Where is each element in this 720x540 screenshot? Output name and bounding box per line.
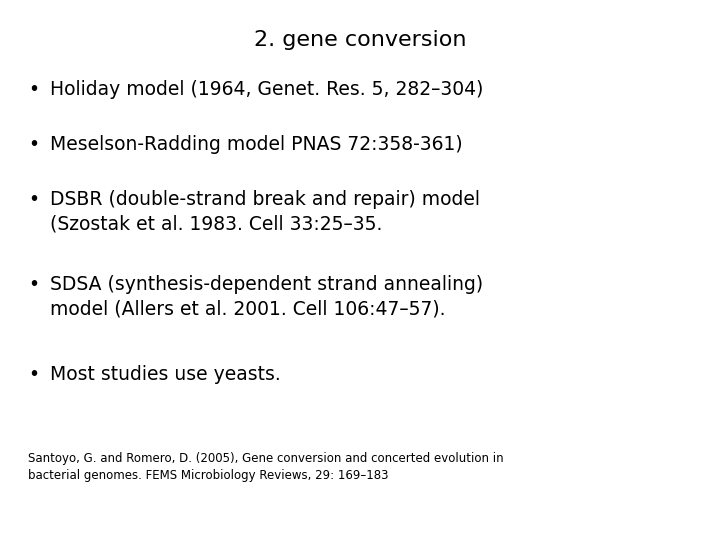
Text: •: • <box>28 275 39 294</box>
Text: SDSA (synthesis-dependent strand annealing)
model (Allers et al. 2001. Cell 106:: SDSA (synthesis-dependent strand anneali… <box>50 275 483 318</box>
Text: Most studies use yeasts.: Most studies use yeasts. <box>50 365 281 384</box>
Text: •: • <box>28 365 39 384</box>
Text: •: • <box>28 190 39 209</box>
Text: •: • <box>28 80 39 99</box>
Text: DSBR (double-strand break and repair) model
(Szostak et al. 1983. Cell 33:25–35.: DSBR (double-strand break and repair) mo… <box>50 190 480 233</box>
Text: Meselson-Radding model PNAS 72:358-361): Meselson-Radding model PNAS 72:358-361) <box>50 135 463 154</box>
Text: Santoyo, G. and Romero, D. (2005), Gene conversion and concerted evolution in
ba: Santoyo, G. and Romero, D. (2005), Gene … <box>28 452 503 482</box>
Text: Holiday model (1964, Genet. Res. 5, 282–304): Holiday model (1964, Genet. Res. 5, 282–… <box>50 80 483 99</box>
Text: •: • <box>28 135 39 154</box>
Text: 2. gene conversion: 2. gene conversion <box>253 30 467 50</box>
